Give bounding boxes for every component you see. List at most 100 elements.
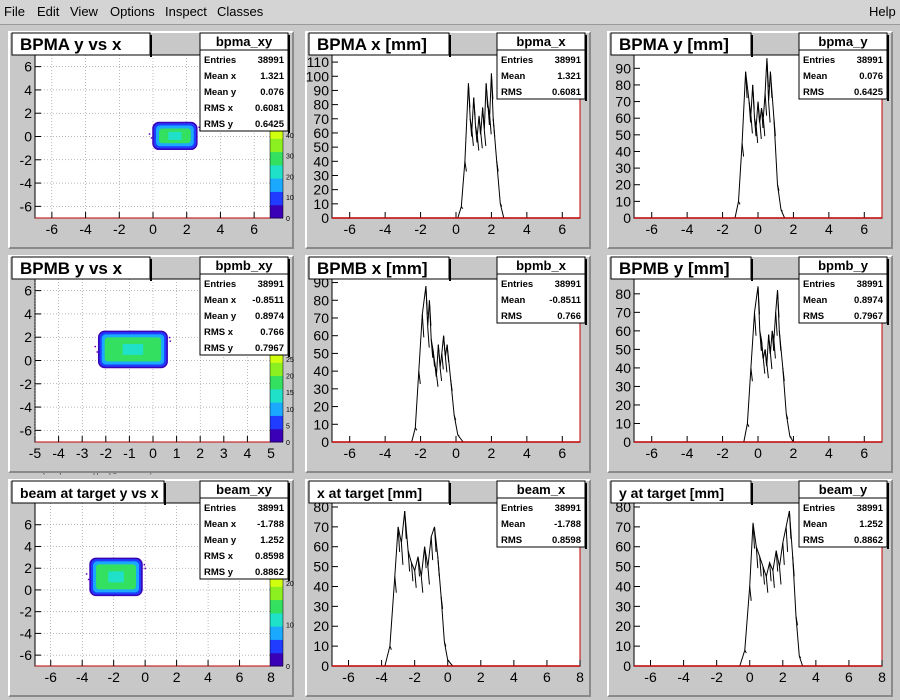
y-tick-label: 90 — [313, 82, 329, 98]
y-tick-label: 10 — [313, 416, 329, 432]
y-tick-label: 20 — [615, 618, 631, 634]
palette-tick-label: 10 — [286, 195, 294, 202]
x-tick-label: -4 — [379, 221, 392, 237]
x-tick-label: 2 — [488, 445, 496, 461]
x-tick-label: 3 — [220, 445, 228, 461]
stats-box-shadow — [585, 35, 587, 101]
palette-segment — [270, 375, 283, 390]
palette-segment — [270, 138, 283, 153]
y-tick-label: 2 — [24, 560, 32, 576]
menu-options[interactable]: Options — [110, 4, 155, 19]
y-tick-label: 10 — [313, 638, 329, 654]
chart-title: BPMB y vs x — [20, 259, 123, 278]
stats-value: 0.766 — [557, 311, 581, 322]
stats-value: 0.8862 — [255, 567, 284, 578]
chart-bpma_xy[interactable]: -6 -4 -2 0 2 4 6 -6 -4 -2 0 2 4 6 0 10 20 30 40 BPMA y vs x… — [8, 31, 294, 249]
histogram-noise — [460, 73, 503, 209]
stats-box-shadow — [585, 259, 587, 325]
y-tick-label: 50 — [615, 341, 631, 357]
y-tick-label: 60 — [313, 328, 329, 344]
stats-box[interactable] — [798, 32, 888, 100]
y-tick-label: 10 — [615, 638, 631, 654]
x-tick-label: 2 — [779, 669, 787, 685]
palette-segment — [270, 388, 283, 403]
y-tick-label: 70 — [313, 310, 329, 326]
x-tick-label: 4 — [204, 669, 212, 685]
histogram-noise — [414, 286, 460, 437]
menu-classes[interactable]: Classes — [217, 4, 264, 19]
stats-box[interactable] — [496, 32, 586, 100]
stats-box[interactable] — [199, 32, 289, 132]
y-tick-label: 60 — [313, 125, 329, 141]
root-canvas[interactable]: Raster Size (/adaql2/data3/happexsp_2589… — [0, 25, 900, 700]
x-tick-label: -6 — [343, 445, 356, 461]
stats-value: 38991 — [258, 279, 285, 290]
palette-segment — [270, 362, 283, 377]
y-tick-label: -6 — [20, 198, 33, 214]
x-tick-label: 2 — [173, 669, 181, 685]
y-tick-label: 0 — [24, 129, 32, 145]
y-tick-label: 0 — [623, 434, 631, 450]
menu-file[interactable]: File — [4, 4, 25, 19]
stats-value: 38991 — [555, 503, 582, 514]
chart-bpma_x[interactable]: -6 -4 -2 0 2 4 60102030405060708090100110BPMA … — [305, 31, 591, 249]
x-tick-label: -2 — [414, 445, 427, 461]
stats-label: Mean — [803, 71, 827, 82]
stats-value: 1.321 — [557, 71, 581, 82]
stats-value: 38991 — [857, 279, 884, 290]
stats-box[interactable] — [798, 256, 888, 324]
stats-name: bpmb_y — [818, 258, 869, 273]
heatmap-outlier — [169, 340, 172, 342]
palette-tick-label: 20 — [286, 581, 294, 588]
chart-bpmb_xy[interactable]: -5 -4 -3 -2 -1 0 1 2 3 4 5-6-4-202460510152025BPMB… — [8, 255, 294, 473]
stats-label: Mean x — [204, 519, 237, 530]
stats-box[interactable] — [199, 480, 289, 580]
x-tick-label: -2 — [716, 445, 729, 461]
stats-box[interactable] — [496, 480, 586, 548]
stats-value: 38991 — [555, 55, 582, 66]
y-tick-label: 70 — [615, 94, 631, 110]
menu-help[interactable]: Help — [869, 4, 896, 19]
stats-label: Entries — [204, 279, 236, 290]
title-box-shadow — [150, 259, 152, 281]
stats-label: Mean — [803, 519, 827, 530]
heatmap-blob-center — [122, 344, 144, 355]
x-tick-label: 0 — [452, 221, 460, 237]
stats-value: 1.252 — [859, 519, 883, 530]
x-tick-label: 2 — [196, 445, 204, 461]
stats-value: 0.8862 — [854, 535, 883, 546]
palette-tick-label: 0 — [286, 440, 290, 447]
chart-beam_xy[interactable]: -6 -4 -2 0 2 4 6 8 -6 -4 -2 0 2 4 6 0 10 20 beam at target… — [8, 479, 294, 697]
x-tick-label: 6 — [845, 669, 853, 685]
stats-box[interactable] — [496, 256, 586, 324]
x-tick-label: -4 — [681, 221, 694, 237]
stats-label: RMS — [803, 311, 824, 322]
menu-edit[interactable]: Edit — [37, 4, 60, 19]
stats-box[interactable] — [199, 256, 289, 356]
menu-view[interactable]: View — [70, 4, 98, 19]
chart-title: BPMA y vs x — [20, 35, 122, 54]
palette-segment — [270, 639, 283, 654]
stats-value: 38991 — [857, 503, 884, 514]
menu-inspect[interactable]: Inspect — [165, 4, 207, 19]
x-tick-label: 4 — [217, 221, 225, 237]
title-box-shadow — [751, 259, 753, 281]
y-tick-label: 30 — [615, 598, 631, 614]
title-box-shadow — [449, 35, 451, 57]
y-tick-label: 70 — [615, 519, 631, 535]
y-tick-label: 40 — [313, 363, 329, 379]
stats-value: 0.8974 — [854, 295, 884, 306]
y-tick-label: 80 — [615, 286, 631, 302]
stats-box[interactable] — [798, 480, 888, 548]
heatmap-outlier — [87, 578, 90, 581]
y-tick-label: 6 — [24, 283, 32, 299]
heatmap-outlier — [148, 133, 151, 135]
palette-tick-label: 10 — [286, 622, 294, 629]
y-tick-label: 50 — [313, 559, 329, 575]
y-tick-label: 60 — [313, 539, 329, 555]
